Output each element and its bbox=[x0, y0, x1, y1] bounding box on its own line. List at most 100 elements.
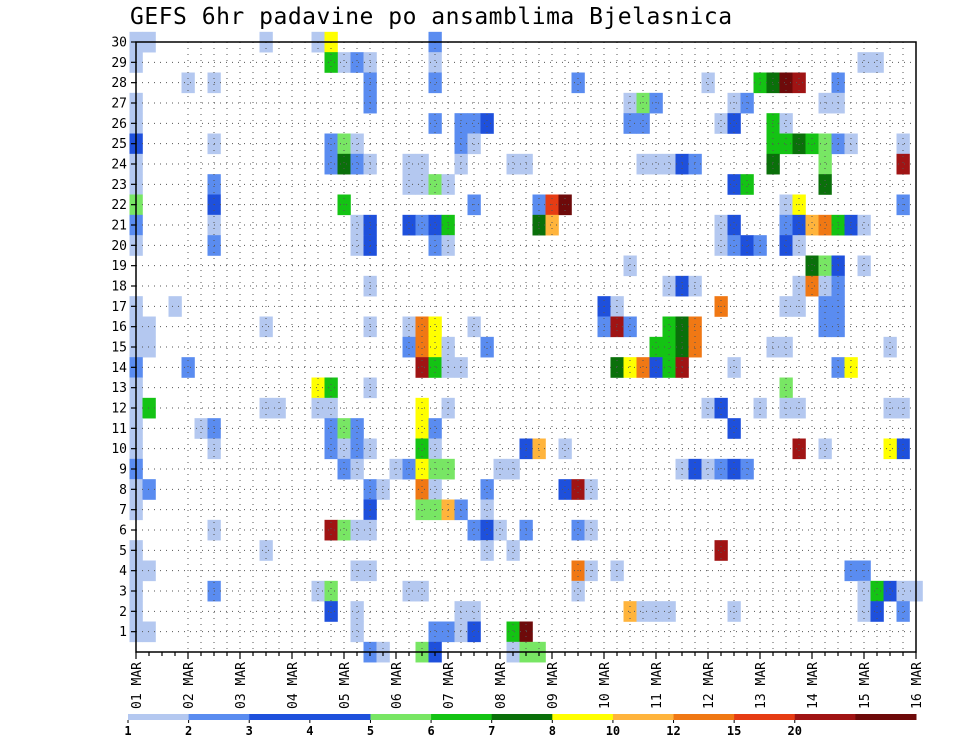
heatmap-cell bbox=[506, 621, 520, 643]
y-tick-label: 22 bbox=[111, 198, 127, 213]
x-tick-label: 09 MAR bbox=[546, 662, 561, 709]
heatmap-cell bbox=[467, 519, 481, 541]
heatmap-cell bbox=[467, 113, 481, 134]
heatmap-cell bbox=[194, 418, 208, 439]
heatmap-cell bbox=[636, 113, 650, 134]
heatmap-cell bbox=[649, 153, 663, 175]
heatmap-cell bbox=[402, 153, 416, 175]
colorbar-swatch bbox=[552, 714, 614, 720]
heatmap-cell bbox=[727, 235, 741, 256]
heatmap-cell bbox=[818, 133, 832, 155]
x-tick-label: 03 MAR bbox=[234, 662, 249, 709]
heatmap-cell bbox=[337, 418, 351, 439]
colorbar-label: 5 bbox=[367, 724, 374, 738]
x-tick-label: 04 MAR bbox=[286, 662, 301, 709]
heatmap-cell bbox=[766, 336, 780, 358]
x-tick-label: 10 MAR bbox=[598, 662, 613, 709]
colorbar-label: 7 bbox=[488, 724, 495, 738]
heatmap-cell bbox=[480, 499, 494, 521]
heatmap-cell bbox=[181, 357, 195, 378]
colorbar-swatch bbox=[249, 714, 311, 720]
heatmap-cell bbox=[623, 601, 637, 622]
heatmap-cell bbox=[623, 255, 637, 277]
heatmap-cell bbox=[688, 275, 702, 297]
heatmap-cell bbox=[662, 357, 676, 378]
y-tick-label: 20 bbox=[111, 239, 127, 254]
heatmap-cell bbox=[792, 72, 806, 94]
colorbar-swatch bbox=[673, 714, 735, 720]
heatmap-cell bbox=[324, 519, 338, 541]
heatmap-cell bbox=[415, 418, 429, 439]
x-axis: 01 MAR 02 MAR 03 MAR 04 MAR 05 MAR 06 MAR 07 M… bbox=[130, 652, 925, 709]
heatmap-cell bbox=[792, 133, 806, 155]
heatmap-cell bbox=[688, 458, 702, 480]
heatmap-cell bbox=[311, 377, 325, 399]
colorbar-label: 6 bbox=[427, 724, 434, 738]
heatmap-cell bbox=[636, 153, 650, 175]
heatmap-cell bbox=[662, 275, 676, 297]
y-tick-label: 7 bbox=[119, 503, 127, 518]
heatmap-cell bbox=[324, 438, 338, 460]
x-tick-label: 15 MAR bbox=[858, 662, 873, 709]
grid-layer bbox=[136, 41, 916, 652]
y-tick-label: 8 bbox=[119, 483, 127, 498]
heatmap-cell bbox=[727, 92, 741, 114]
heatmap-cell bbox=[402, 214, 416, 236]
heatmap-cell bbox=[402, 458, 416, 480]
heatmap-cell bbox=[428, 621, 442, 643]
heatmap-cell bbox=[792, 235, 806, 256]
heatmap-cell bbox=[532, 438, 546, 460]
heatmap-cell bbox=[428, 214, 442, 236]
heatmap-cell bbox=[805, 275, 819, 297]
heatmap-cell bbox=[623, 357, 637, 378]
colorbar-label: 2 bbox=[185, 724, 192, 738]
heatmap-cell bbox=[818, 275, 832, 297]
heatmap-cell bbox=[740, 174, 754, 195]
heatmap-cell bbox=[571, 72, 585, 94]
heatmap-cell bbox=[324, 133, 338, 155]
heatmap-cell bbox=[454, 499, 468, 521]
heatmap-cell bbox=[428, 438, 442, 460]
heatmap-cell bbox=[428, 336, 442, 358]
heatmap-cell bbox=[727, 113, 741, 134]
heatmap-cell bbox=[337, 458, 351, 480]
heatmap-cell bbox=[324, 377, 338, 399]
heatmap-cell bbox=[337, 438, 351, 460]
heatmap-cell bbox=[714, 540, 728, 561]
heatmap-cell bbox=[389, 458, 403, 480]
heatmap-cell bbox=[688, 316, 702, 338]
heatmap-cell bbox=[428, 357, 442, 378]
heatmap-cell bbox=[415, 438, 429, 460]
heatmap-cell bbox=[818, 438, 832, 460]
heatmap-cell bbox=[740, 92, 754, 114]
heatmap-cell bbox=[415, 580, 429, 602]
heatmap-cell bbox=[610, 316, 624, 338]
heatmap-cell bbox=[558, 438, 572, 460]
heatmap-cell bbox=[428, 499, 442, 521]
heatmap-cell bbox=[779, 113, 793, 134]
x-tick-label: 08 MAR bbox=[494, 662, 509, 709]
y-tick-label: 17 bbox=[111, 300, 127, 315]
colorbar-swatch bbox=[431, 714, 493, 720]
y-tick-label: 15 bbox=[111, 341, 127, 356]
heatmap-cell bbox=[415, 336, 429, 358]
heatmap-cell bbox=[649, 357, 663, 378]
heatmap-cell bbox=[324, 601, 338, 622]
heatmap-cell bbox=[844, 133, 858, 155]
y-tick-label: 19 bbox=[111, 259, 127, 274]
heatmap-cell bbox=[142, 479, 156, 500]
heatmap-cell bbox=[688, 153, 702, 175]
heatmap-cell bbox=[818, 255, 832, 277]
heatmap-cell bbox=[311, 580, 325, 602]
y-tick-label: 3 bbox=[119, 585, 127, 600]
heatmap-cell bbox=[805, 133, 819, 155]
heatmap-cell bbox=[727, 214, 741, 236]
colorbar-label: 15 bbox=[727, 724, 741, 738]
heatmap-cell bbox=[727, 601, 741, 622]
heatmap-cell bbox=[805, 255, 819, 277]
heatmap-cell bbox=[350, 133, 364, 155]
heatmap-cell bbox=[623, 92, 637, 114]
heatmap-cell bbox=[350, 214, 364, 236]
heatmap-cell bbox=[636, 601, 650, 622]
